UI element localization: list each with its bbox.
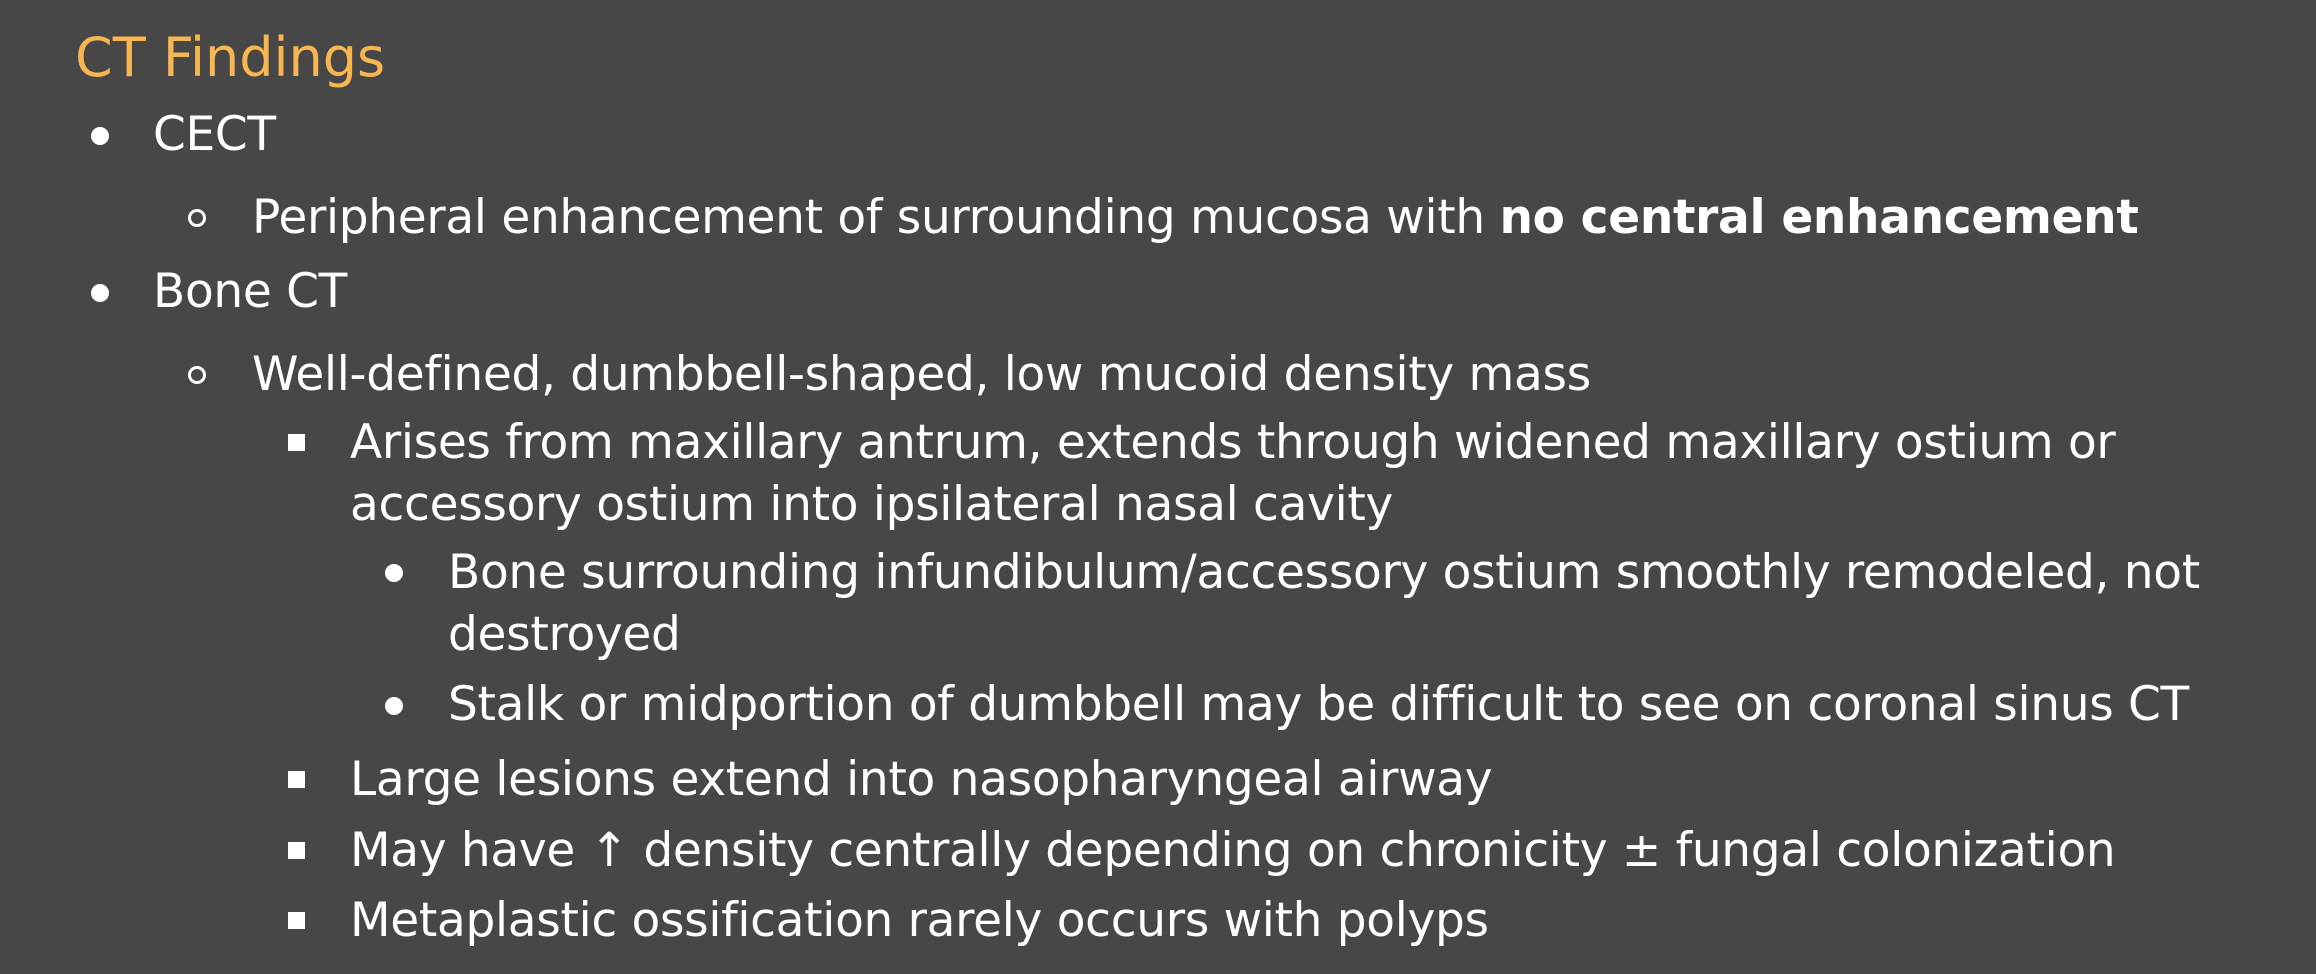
bullet-square-icon xyxy=(288,842,305,859)
list-item-level4: Stalk or midportion of dumbbell may be d… xyxy=(448,677,2189,732)
bullet-square-icon xyxy=(288,434,305,451)
list-item-level4: Bone surrounding infundibulum/accessory … xyxy=(448,545,2200,600)
item-text-bold: no central enhancement xyxy=(1499,190,2139,245)
bullet-dot-icon xyxy=(91,284,109,302)
bullet-square-icon xyxy=(288,912,305,929)
slide-title: CT Findings xyxy=(75,26,386,89)
list-item-level3: Large lesions extend into nasopharyngeal… xyxy=(350,752,1493,807)
list-item-level3: Arises from maxillary antrum, extends th… xyxy=(350,415,2116,470)
bullet-dot-icon xyxy=(385,564,403,582)
list-item-level3: Metaplastic ossification rarely occurs w… xyxy=(350,893,1489,948)
list-item-level3-continuation: accessory ostium into ipsilateral nasal … xyxy=(350,477,1394,532)
list-item-level3: May have ↑ density centrally depending o… xyxy=(350,823,2116,878)
list-item-level4-continuation: destroyed xyxy=(448,607,681,662)
list-item-level1: CECT xyxy=(153,107,276,162)
bullet-dot-icon xyxy=(91,127,109,145)
bullet-square-icon xyxy=(288,771,305,788)
list-item-level2: Peripheral enhancement of surrounding mu… xyxy=(252,186,2139,249)
list-item-level1: Bone CT xyxy=(153,264,348,319)
item-text: Peripheral enhancement of surrounding mu… xyxy=(252,190,1500,245)
bullet-ring-icon xyxy=(188,209,206,227)
bullet-dot-icon xyxy=(385,697,403,715)
bullet-ring-icon xyxy=(188,366,206,384)
list-item-level2: Well-defined, dumbbell-shaped, low mucoi… xyxy=(252,347,1591,402)
